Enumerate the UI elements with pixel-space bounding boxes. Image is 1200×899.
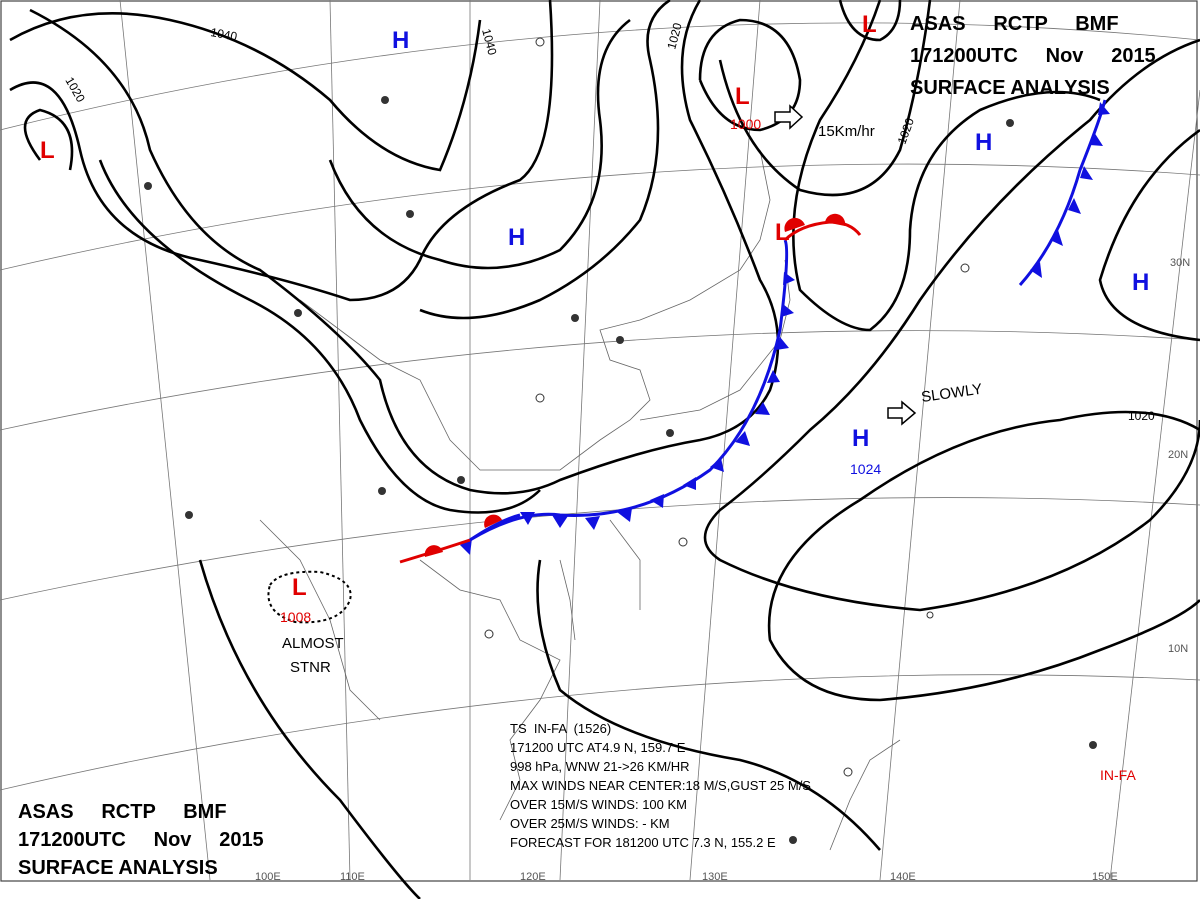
high-center-1024: H bbox=[852, 425, 869, 452]
svg-text:OVER 15M/S WINDS: 100 KM: OVER 15M/S WINDS: 100 KM bbox=[510, 797, 687, 812]
svg-text:171200 UTC AT4.9 N, 159.7 E: 171200 UTC AT4.9 N, 159.7 E bbox=[510, 740, 686, 755]
low-center: L bbox=[862, 11, 877, 38]
graticule bbox=[0, 0, 1200, 881]
pressure-centers: H H H H H 1024 L L L 1000 L L 1008 IN-FA bbox=[40, 11, 1149, 783]
low-pressure-value: 1000 bbox=[730, 116, 761, 132]
svg-text:120E: 120E bbox=[520, 871, 546, 883]
motion-low-1000: 15Km/hr bbox=[818, 123, 875, 140]
coastlines bbox=[259, 149, 901, 851]
svg-text:SURFACE ANALYSIS: SURFACE ANALYSIS bbox=[18, 857, 218, 879]
svg-text:1040: 1040 bbox=[479, 27, 500, 57]
high-center: H bbox=[508, 224, 525, 251]
svg-text:SURFACE ANALYSIS: SURFACE ANALYSIS bbox=[910, 77, 1110, 99]
svg-text:TS IN-FA (1526): TS IN-FA (1526) bbox=[510, 721, 611, 736]
isobars bbox=[9, 0, 1200, 899]
title-block-top-right: ASAS RCTP BMF 171200UTC Nov 2015 SURFACE… bbox=[910, 13, 1156, 99]
svg-text:100E: 100E bbox=[255, 871, 281, 883]
svg-text:140E: 140E bbox=[890, 871, 916, 883]
svg-text:171200UTC Nov 2015: 171200UTC Nov 2015 bbox=[910, 45, 1156, 67]
high-pressure-value: 1024 bbox=[850, 461, 881, 477]
svg-text:MAX WINDS NEAR CENTER:18 M/S,G: MAX WINDS NEAR CENTER:18 M/S,GUST 25 M/S bbox=[510, 778, 811, 793]
warm-front bbox=[399, 213, 862, 564]
svg-text:998 hPa, WNW 21->26 KM/HR: 998 hPa, WNW 21->26 KM/HR bbox=[510, 759, 690, 774]
arrow-icon bbox=[887, 400, 917, 426]
svg-text:1040: 1040 bbox=[209, 25, 238, 43]
svg-text:20N: 20N bbox=[1168, 449, 1188, 461]
svg-text:ASAS RCTP BMF: ASAS RCTP BMF bbox=[910, 13, 1119, 35]
low-center-1008: L bbox=[292, 574, 307, 601]
svg-text:171200UTC Nov 2015: 171200UTC Nov 2015 bbox=[18, 829, 264, 851]
cold-front bbox=[460, 99, 1110, 555]
svg-text:10N: 10N bbox=[1168, 643, 1188, 655]
typhoon-label: IN-FA bbox=[1100, 767, 1136, 783]
svg-text:150E: 150E bbox=[1092, 871, 1118, 883]
high-center: H bbox=[975, 129, 992, 156]
low-center: L bbox=[775, 219, 790, 246]
svg-text:FORECAST FOR 181200 UTC 7.3 N,: FORECAST FOR 181200 UTC 7.3 N, 155.2 E bbox=[510, 835, 776, 850]
coordinate-labels: 30N 20N 10N 100E 110E 120E 130E 140E 150… bbox=[255, 257, 1190, 883]
svg-text:110E: 110E bbox=[340, 871, 365, 883]
svg-text:130E: 130E bbox=[702, 871, 728, 883]
low-pressure-value: 1008 bbox=[280, 609, 311, 625]
svg-text:1020: 1020 bbox=[1128, 409, 1155, 423]
motion-low-1008-line2: STNR bbox=[290, 659, 331, 676]
svg-text:OVER 25M/S WINDS: - KM: OVER 25M/S WINDS: - KM bbox=[510, 816, 670, 831]
motion-annotations: 15Km/hr SLOWLY ALMOST STNR bbox=[282, 104, 983, 676]
title-block-bottom-left: ASAS RCTP BMF 171200UTC Nov 2015 SURFACE… bbox=[18, 801, 264, 879]
svg-text:30N: 30N bbox=[1170, 257, 1190, 269]
svg-text:1020: 1020 bbox=[664, 21, 685, 51]
low-center-1000: L bbox=[735, 83, 750, 110]
typhoon-info-block: TS IN-FA (1526) 171200 UTC AT4.9 N, 159.… bbox=[510, 721, 811, 850]
low-center: L bbox=[40, 137, 55, 164]
station-plots bbox=[144, 37, 1097, 844]
high-center: H bbox=[392, 27, 409, 54]
high-center: H bbox=[1132, 269, 1149, 296]
motion-low-1008-line1: ALMOST bbox=[282, 635, 344, 652]
arrow-icon bbox=[774, 104, 804, 130]
svg-text:ASAS RCTP BMF: ASAS RCTP BMF bbox=[18, 801, 227, 823]
